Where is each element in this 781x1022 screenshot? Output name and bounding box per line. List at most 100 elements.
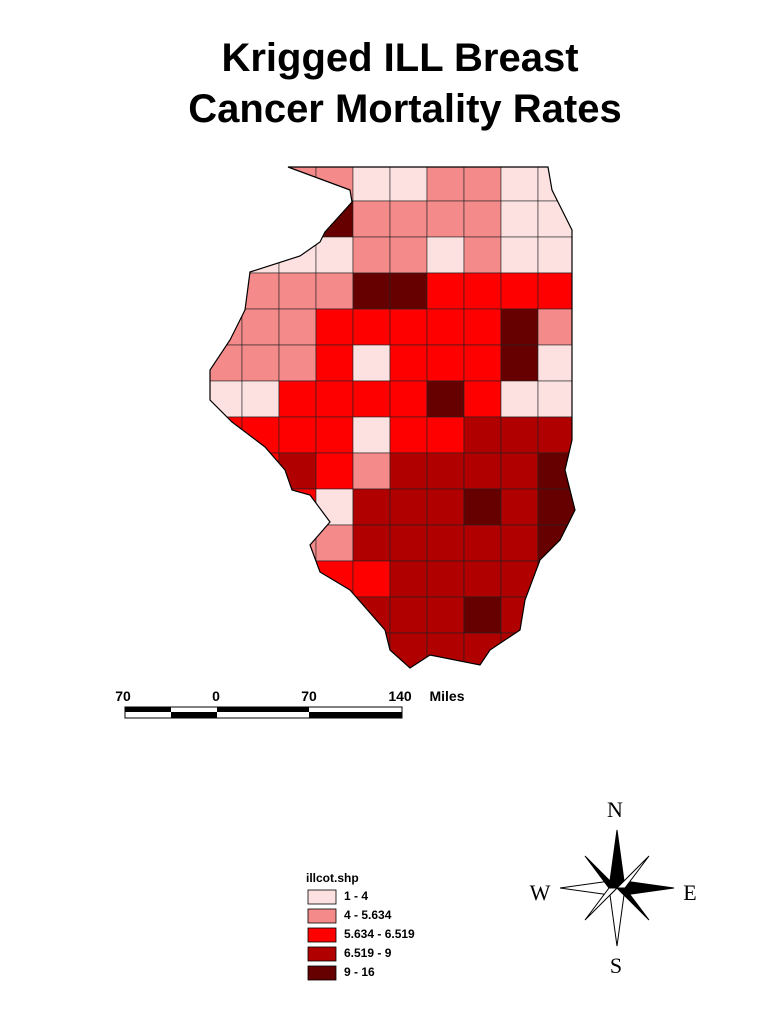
county: [352, 272, 391, 310]
scale-label: 70: [115, 688, 131, 704]
county: [278, 524, 317, 562]
county: [315, 488, 354, 526]
county: [210, 236, 243, 274]
county: [278, 560, 317, 598]
county: [463, 560, 502, 598]
county: [463, 452, 502, 490]
legend-swatch: [307, 927, 337, 943]
county: [315, 596, 354, 634]
county: [537, 167, 575, 202]
county: [500, 380, 539, 418]
county: [352, 488, 391, 526]
county: [426, 416, 465, 454]
county: [210, 632, 243, 668]
county: [500, 308, 539, 346]
county: [426, 200, 465, 238]
county: [278, 380, 317, 418]
county: [241, 452, 280, 490]
county: [426, 452, 465, 490]
county: [315, 272, 354, 310]
county: [389, 560, 428, 598]
county: [537, 308, 575, 346]
scale-segment: [171, 712, 217, 718]
county: [278, 596, 317, 634]
county: [352, 200, 391, 238]
county: [389, 380, 428, 418]
county: [537, 596, 575, 634]
county: [500, 200, 539, 238]
county: [389, 524, 428, 562]
county: [537, 488, 575, 526]
county: [278, 416, 317, 454]
county: [352, 560, 391, 598]
county: [389, 596, 428, 634]
legend-label: 1 - 4: [344, 889, 368, 903]
county: [389, 344, 428, 382]
scale-label: 0: [212, 688, 220, 704]
county: [241, 560, 280, 598]
county: [389, 488, 428, 526]
legend-swatch: [307, 965, 337, 981]
county: [241, 308, 280, 346]
legend-swatch: [307, 946, 337, 962]
county: [210, 524, 243, 562]
county: [389, 272, 428, 310]
county: [537, 200, 575, 238]
county: [315, 416, 354, 454]
county: [426, 380, 465, 418]
county: [426, 236, 465, 274]
county: [426, 560, 465, 598]
county: [210, 596, 243, 634]
legend: illcot.shp 1 - 4 4 - 5.634 5.634 - 6.519 6.…: [306, 871, 415, 981]
county: [241, 200, 280, 238]
county: [315, 524, 354, 562]
county: [537, 560, 575, 598]
county: [426, 524, 465, 562]
county: [278, 200, 317, 238]
county: [315, 308, 354, 346]
county: [463, 308, 502, 346]
county: [463, 416, 502, 454]
county: [315, 380, 354, 418]
county: [352, 632, 391, 668]
county: [278, 632, 317, 668]
county: [352, 308, 391, 346]
county: [463, 632, 502, 668]
county: [241, 344, 280, 382]
county: [426, 596, 465, 634]
county: [210, 560, 243, 598]
county: [241, 632, 280, 668]
title-line-2: Cancer Mortality Rates: [188, 87, 621, 131]
scale-segment: [309, 712, 402, 718]
county: [463, 524, 502, 562]
county: [278, 452, 317, 490]
county: [278, 344, 317, 382]
county: [500, 272, 539, 310]
county: [426, 632, 465, 668]
county: [352, 380, 391, 418]
county: [500, 524, 539, 562]
county: [463, 488, 502, 526]
county: [210, 488, 243, 526]
county: [315, 344, 354, 382]
county: [241, 596, 280, 634]
county: [389, 236, 428, 274]
scale-label: 140: [388, 688, 412, 704]
county: [463, 167, 502, 202]
legend-swatch: [307, 889, 337, 905]
county: [426, 272, 465, 310]
scale-segment: [217, 707, 309, 712]
county: [389, 200, 428, 238]
county: [315, 236, 354, 274]
compass-south: S: [610, 953, 622, 978]
county: [463, 200, 502, 238]
compass-rose: N S W E: [530, 797, 697, 978]
county: [241, 416, 280, 454]
legend-label: 4 - 5.634: [344, 908, 392, 922]
county: [389, 416, 428, 454]
legend-swatch: [307, 908, 337, 924]
county: [500, 452, 539, 490]
county: [537, 236, 575, 274]
compass-north: N: [607, 797, 623, 822]
